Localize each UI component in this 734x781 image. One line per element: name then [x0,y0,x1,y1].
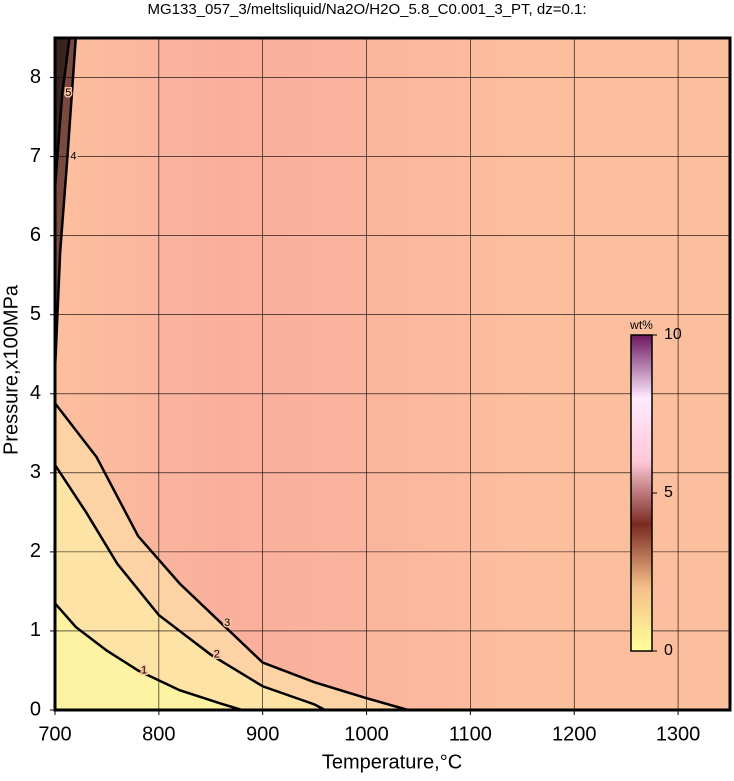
colorbar-tick-label: 0 [664,642,673,659]
colorbar-tick-label: 10 [664,326,682,343]
contour-line [53,37,71,189]
y-tick-label: 8 [30,66,41,88]
plot-frame [53,36,732,712]
contour-line [53,37,78,371]
y-tick-label: 4 [30,382,41,404]
x-tick-label: 700 [38,723,71,745]
y-tick-label: 7 [30,145,41,167]
contour-fill [55,603,242,710]
contour-line [54,602,243,712]
chart-title: MG133_057_3/meltsliquid/Na2O/H2O_5.8_C0.… [147,1,586,18]
x-tick-label: 1100 [449,723,492,745]
y-tick-label: 6 [30,224,41,246]
contour-label: 1 [141,664,147,676]
y-axis-label: Pressure,x100MPa [0,284,22,455]
contour-line [53,464,326,712]
contour-fill [55,38,70,189]
contour-line [54,402,409,712]
x-tick-label: 1200 [552,723,597,745]
x-tick-label: 1300 [656,723,701,745]
contour-label: 5 [65,87,71,99]
y-tick-label: 2 [30,540,41,562]
colorbar [630,334,653,652]
contour-label: 2 [214,649,220,661]
contour-fill [55,464,325,710]
x-axis-label: Temperature,°C [322,751,462,773]
colorbar-tick-label: 5 [664,484,673,501]
x-tick-label: 900 [246,723,279,745]
y-tick-label: 0 [30,698,41,720]
colorbar-label: wt% [629,318,653,332]
y-tick-label: 3 [30,461,41,483]
plot-area [55,38,730,710]
x-tick-label: 800 [142,723,175,745]
x-tick-label: 1000 [344,723,389,745]
contour-label: 4 [70,150,76,162]
y-tick-label: 1 [30,619,41,641]
y-tick-label: 5 [30,303,41,325]
contour-label: 3 [224,617,230,629]
